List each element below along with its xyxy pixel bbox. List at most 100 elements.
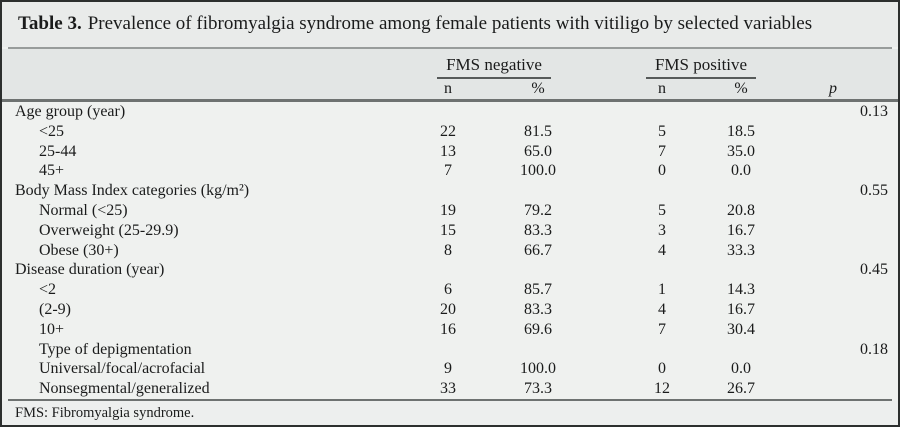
cell-pct-negative: 83.3 [524,300,552,318]
cell-pct-positive [702,260,780,280]
cell-n-positive: 7 [658,320,667,338]
cell-p-value [780,161,898,181]
cell-spacer [584,101,622,122]
cell-spacer [584,379,622,399]
cell-pct-negative: 69.6 [524,320,552,338]
cell-pct-positive: 35.0 [727,142,756,160]
col-header-pct-positive: % [702,79,781,102]
cell-pct-positive [702,181,780,201]
cell-p-value [780,221,898,241]
fms-positive-group-header: FMS positive [645,54,757,79]
cell-spacer [584,142,622,162]
row-label: Type of depigmentation [39,340,192,358]
cell-pct-positive [702,101,780,122]
col-header-p-value: p [780,79,898,102]
cell-n-negative: 16 [440,320,456,338]
cell-spacer [584,280,622,300]
cell-n-negative: 6 [444,281,452,299]
table-row: Nonsegmental/generalized 33 73.3 12 26.7 [2,379,898,399]
cell-spacer [584,241,622,261]
cell-pct-negative [492,181,584,201]
cell-p-value [780,122,898,142]
cell-spacer [584,340,622,360]
col-header-n-positive: n [622,79,703,102]
cell-p-value [780,379,898,399]
cell-pct-positive: 18.5 [727,122,756,140]
cell-pct-positive: 14.3 [727,281,756,299]
cell-pct-negative [492,340,584,360]
header-spacer [2,79,404,102]
cell-n-positive: 4 [658,300,667,318]
cell-n-positive [622,260,702,280]
header-spacer [584,49,623,79]
data-table: FMS negative FMS positive n % n % p Age … [2,49,898,399]
cell-p-value: 0.18 [860,340,889,358]
cell-spacer [584,122,622,142]
table-number: Table 3. [18,13,82,34]
row-label: <2 [39,281,57,299]
table-row: Overweight (25-29.9) 15 83.3 3 16.7 [2,221,898,241]
cell-spacer [584,359,622,379]
header-spacer [780,49,898,79]
cell-spacer [584,300,622,320]
cell-pct-positive: 16.7 [727,221,756,239]
cell-pct-positive: 0.0 [731,360,752,378]
cell-n-positive [622,340,702,360]
table-title: Table 3. Prevalence of fibromyalgia syndr… [2,2,898,47]
cell-p-value [780,359,898,379]
cell-n-negative [404,340,492,360]
cell-n-negative [404,260,492,280]
fms-negative-group-cell: FMS negative [404,49,585,79]
row-label: Age group (year) [15,103,126,120]
cell-spacer [584,161,622,181]
fms-negative-group-header: FMS negative [437,54,551,79]
cell-p-value [780,320,898,340]
table-row: Type of depigmentation 0.18 [2,340,898,360]
cell-pct-positive: 33.3 [727,241,756,259]
cell-n-negative: 8 [444,241,452,259]
cell-n-positive: 4 [658,241,667,259]
cell-p-value [780,300,898,320]
table-body: Age group (year) 0.13 <25 22 81.5 5 18.5 25-44 1… [2,100,898,399]
table-row: Age group (year) 0.13 [2,101,898,122]
cell-n-negative: 33 [440,380,456,398]
cell-spacer [584,320,622,340]
cell-pct-positive: 26.7 [727,380,756,398]
row-label: <25 [39,122,65,140]
cell-pct-negative [492,260,584,280]
footnote: FMS: Fibromyalgia syndrome. [2,400,898,425]
cell-spacer [584,181,622,201]
table-row: 45+ 7 100.0 0 0.0 [2,161,898,181]
cell-pct-positive [702,340,780,360]
cell-p-value [780,280,898,300]
row-label: (2-9) [39,300,71,318]
cell-p-value [780,142,898,162]
row-label: 10+ [39,320,65,338]
row-label: 25-44 [39,142,77,160]
cell-p-value: 0.55 [860,182,889,200]
cell-n-negative: 13 [440,142,456,160]
cell-n-positive: 0 [658,360,667,378]
cell-n-positive: 3 [658,221,667,239]
cell-n-positive: 7 [658,142,667,160]
cell-n-negative: 7 [444,162,452,180]
row-label: Nonsegmental/generalized [39,380,210,398]
table-row: Normal (<25) 19 79.2 5 20.8 [2,201,898,221]
cell-n-positive [622,181,702,201]
cell-n-positive [622,101,702,122]
cell-pct-negative: 83.3 [524,221,552,239]
cell-p-value: 0.45 [860,261,889,279]
cell-pct-negative: 79.2 [524,201,552,219]
cell-pct-negative: 65.0 [524,142,552,160]
table-row: Universal/focal/acrofacial 9 100.0 0 0.0 [2,359,898,379]
table-row: 10+ 16 69.6 7 30.4 [2,320,898,340]
title-divider [8,47,892,49]
cell-n-positive: 5 [658,122,667,140]
table-row: <25 22 81.5 5 18.5 [2,122,898,142]
cell-n-negative: 15 [440,221,456,239]
cell-pct-positive: 16.7 [727,300,756,318]
table-row: Disease duration (year) 0.45 [2,260,898,280]
cell-pct-positive: 30.4 [727,320,756,338]
cell-p-value: 0.13 [860,103,889,120]
table-row: <2 6 85.7 1 14.3 [2,280,898,300]
